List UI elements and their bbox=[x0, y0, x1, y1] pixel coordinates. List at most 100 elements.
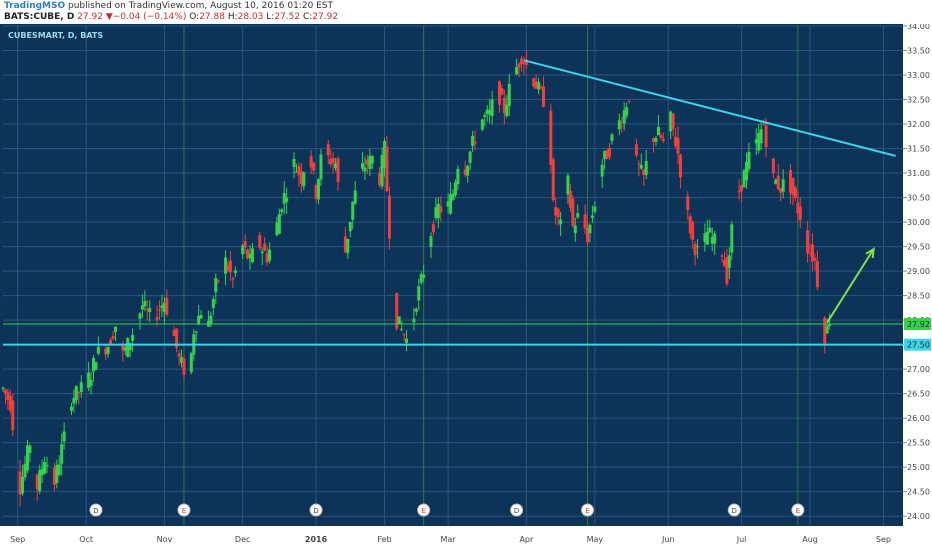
candle-body bbox=[138, 313, 142, 319]
candle-body bbox=[583, 214, 587, 229]
candle-body bbox=[91, 357, 95, 372]
candle-body bbox=[779, 188, 783, 193]
x-tick-label: Mar bbox=[441, 535, 457, 544]
y-tick-label: 33.50 bbox=[907, 47, 930, 56]
candle-body bbox=[500, 88, 504, 95]
candle-body bbox=[57, 464, 61, 475]
ohlc-line: BATS:CUBE, D 27.92 ▼−0.04 (−0.14%) O:27.… bbox=[4, 12, 338, 22]
x-tick-label: Jun bbox=[661, 535, 675, 544]
candle-body bbox=[644, 161, 648, 175]
candle-body bbox=[55, 465, 59, 483]
candle-body bbox=[588, 224, 592, 234]
candle-body bbox=[490, 99, 494, 117]
candle-body bbox=[43, 462, 47, 474]
candle-body bbox=[35, 474, 39, 490]
x-tick-label: May bbox=[587, 535, 604, 544]
candle-body bbox=[387, 195, 391, 239]
chart-title: CUBESMART, D, BATS bbox=[8, 31, 103, 40]
candle-body bbox=[400, 328, 404, 330]
candle-body bbox=[764, 125, 768, 148]
x-tick-label: Jul bbox=[736, 535, 747, 544]
candle-body bbox=[189, 353, 193, 373]
candle-body bbox=[299, 171, 303, 185]
candle-body bbox=[815, 261, 819, 288]
candle-body bbox=[757, 132, 761, 151]
candle-body bbox=[502, 97, 506, 114]
candle-body bbox=[3, 389, 7, 394]
candle-body bbox=[747, 151, 751, 170]
candle-body bbox=[314, 185, 318, 199]
candle-body bbox=[348, 221, 352, 232]
candle-body bbox=[676, 137, 680, 154]
candle-body bbox=[277, 214, 281, 234]
candle-body bbox=[89, 379, 93, 386]
candle-body bbox=[456, 168, 460, 184]
candle-body bbox=[331, 158, 335, 163]
candle-body bbox=[422, 274, 426, 278]
candle-body bbox=[258, 235, 262, 249]
publish-info: published on TradingView.com, August 10,… bbox=[65, 1, 334, 11]
candle-body bbox=[744, 161, 748, 181]
candle-body bbox=[446, 201, 450, 207]
candle-body bbox=[429, 236, 433, 247]
candle-body bbox=[605, 150, 609, 159]
candle-body bbox=[639, 164, 643, 169]
candle-body bbox=[627, 100, 631, 102]
candle-body bbox=[275, 222, 279, 236]
candle-body bbox=[473, 141, 477, 144]
candle-body bbox=[669, 111, 673, 132]
candle-body bbox=[40, 468, 44, 476]
candle-body bbox=[397, 316, 401, 324]
candle-body bbox=[590, 215, 594, 219]
event-marker-label: E bbox=[796, 507, 800, 515]
candle-body bbox=[346, 238, 350, 254]
price-chart[interactable]: 34.00 33.50 33.00 32.50 32.00 31.50 31.00 30.50… bbox=[0, 24, 932, 550]
event-marker bbox=[581, 503, 595, 517]
forecast-arrow-head bbox=[865, 247, 875, 259]
x-tick-label: Feb bbox=[377, 535, 391, 544]
candle-body bbox=[559, 219, 563, 225]
candle-body bbox=[282, 193, 286, 204]
candle-body bbox=[155, 317, 159, 320]
candle-body bbox=[449, 194, 453, 214]
author-name[interactable]: TradingMSO bbox=[4, 1, 66, 11]
y-tick-label: 31.50 bbox=[907, 145, 930, 154]
candle-body bbox=[497, 81, 501, 105]
candle-body bbox=[762, 123, 766, 125]
y-tick-label: 34.00 bbox=[907, 24, 930, 31]
event-marker bbox=[727, 503, 741, 517]
candle-body bbox=[642, 169, 646, 175]
time-axis bbox=[0, 526, 903, 550]
candle-body bbox=[480, 119, 484, 130]
event-marker bbox=[791, 503, 805, 517]
candle-body bbox=[431, 224, 435, 233]
candle-body bbox=[395, 292, 399, 329]
candle-body bbox=[226, 265, 230, 271]
candle-body bbox=[686, 196, 690, 210]
candle-body bbox=[737, 190, 741, 193]
candle-body bbox=[808, 252, 812, 254]
candle-body bbox=[79, 382, 83, 392]
candle-body bbox=[710, 237, 714, 244]
candle-body bbox=[551, 159, 555, 201]
candle-body bbox=[182, 358, 186, 375]
candle-body bbox=[796, 202, 800, 214]
candle-body bbox=[175, 328, 179, 348]
candle-body bbox=[453, 182, 457, 196]
candle-body bbox=[603, 150, 607, 160]
candle-body bbox=[224, 257, 228, 274]
candle-body bbox=[246, 249, 250, 259]
y-tick-label: 24.50 bbox=[907, 488, 930, 497]
candle-body bbox=[678, 154, 682, 178]
candle-body bbox=[231, 278, 235, 280]
candle-body bbox=[363, 167, 367, 172]
candle-body bbox=[11, 400, 15, 431]
y-tick-label: 27.00 bbox=[907, 365, 930, 374]
candle-body bbox=[72, 397, 76, 404]
candle-body bbox=[162, 302, 166, 313]
event-marker bbox=[177, 503, 191, 517]
candle-body bbox=[696, 246, 700, 248]
candle-body bbox=[776, 175, 780, 189]
y-tick-label: 26.00 bbox=[907, 414, 930, 423]
candle-body bbox=[123, 347, 127, 351]
